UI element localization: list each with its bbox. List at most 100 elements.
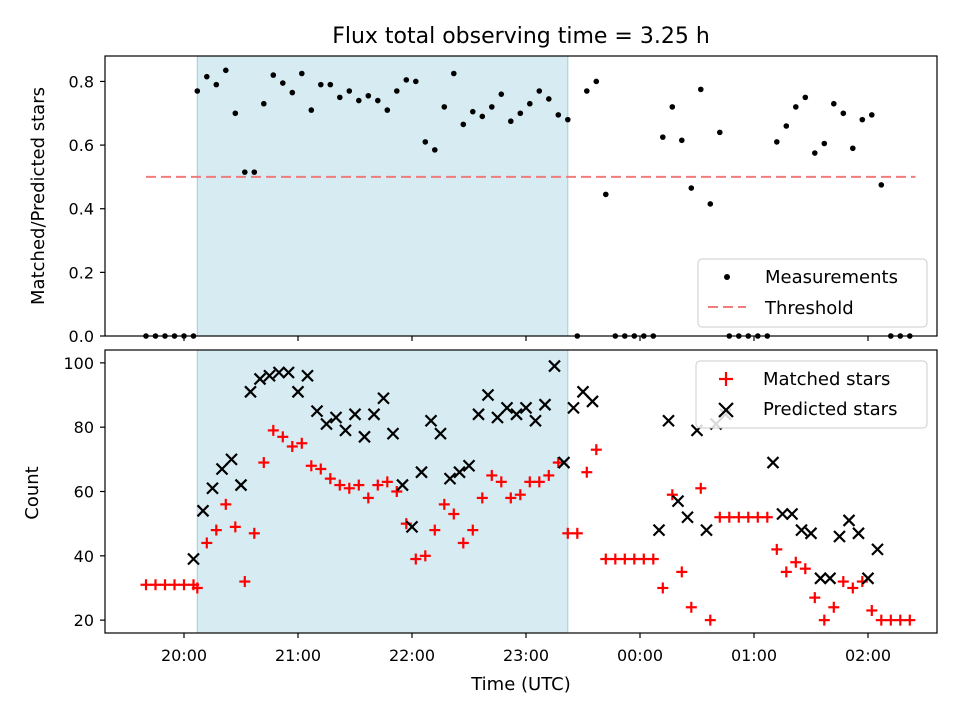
measurement-point bbox=[337, 94, 343, 101]
chart-title: Flux total observing time = 3.25 h bbox=[332, 24, 710, 49]
predicted-star-point bbox=[833, 530, 846, 543]
matched-star-point bbox=[315, 463, 327, 475]
matched-star-point bbox=[628, 553, 640, 565]
matched-star-point bbox=[619, 553, 631, 565]
predicted-star-point bbox=[377, 391, 390, 405]
measurement-point bbox=[365, 92, 372, 99]
measurement-point bbox=[593, 78, 600, 85]
matched-star-point bbox=[704, 614, 716, 626]
matched-star-point bbox=[552, 457, 564, 469]
predicted-star-point bbox=[538, 398, 552, 411]
predicted-star-point bbox=[519, 401, 533, 415]
matched-star-point bbox=[676, 566, 688, 578]
predicted-star-point bbox=[785, 507, 799, 521]
predicted-star-point bbox=[652, 523, 666, 537]
count-y-tick-label: 60 bbox=[74, 483, 94, 502]
measurement-point bbox=[403, 77, 410, 83]
legend-predicted-label: Predicted stars bbox=[763, 399, 897, 420]
matched-star-point bbox=[159, 579, 171, 591]
count-y-tick-label: 80 bbox=[74, 418, 94, 437]
measurement-point bbox=[451, 70, 457, 77]
count-x-tick-label: 02:00 bbox=[845, 646, 891, 665]
ratio-y-tick-label: 0.0 bbox=[69, 327, 94, 346]
predicted-star-point bbox=[852, 527, 865, 540]
matched-star-point bbox=[562, 527, 574, 539]
predicted-star-point bbox=[766, 456, 780, 469]
matched-star-point bbox=[429, 524, 441, 536]
count-x-tick-label: 21:00 bbox=[275, 646, 321, 665]
count-legend: Matched stars Predicted stars bbox=[695, 360, 928, 429]
matched-star-point bbox=[666, 489, 678, 501]
matched-star-point bbox=[324, 473, 336, 485]
predicted-star-point bbox=[396, 478, 409, 492]
legend-matched-label: Matched stars bbox=[763, 369, 890, 390]
measurement-point bbox=[660, 134, 666, 140]
measurement-point bbox=[441, 104, 448, 110]
measurement-point bbox=[802, 94, 809, 101]
measurement-point bbox=[251, 169, 258, 175]
matched-star-point bbox=[495, 476, 507, 488]
predicted-star-point bbox=[776, 507, 789, 521]
legend-threshold-label: Threshold bbox=[764, 298, 854, 319]
count-y-axis: 20 40 60 80 100 bbox=[63, 354, 105, 630]
measurement-point bbox=[422, 139, 429, 145]
measurement-point bbox=[232, 110, 239, 117]
measurement-point bbox=[318, 81, 324, 88]
predicted-star-point bbox=[206, 482, 219, 495]
predicted-star-point bbox=[662, 414, 675, 428]
predicted-star-point bbox=[310, 404, 324, 418]
matched-star-point bbox=[169, 579, 180, 591]
count-y-label: Count bbox=[22, 466, 43, 519]
measurement-point bbox=[308, 107, 315, 113]
measurement-point bbox=[261, 100, 267, 107]
ratio-plot-frame bbox=[104, 55, 938, 337]
predicted-star-point bbox=[329, 411, 343, 424]
ratio-y-tick-label: 0.6 bbox=[69, 136, 94, 155]
ratio-y-axis: 0.0 0.2 0.4 0.6 0.8 bbox=[69, 72, 105, 346]
legend-measurements-marker bbox=[724, 274, 730, 280]
measurement-point bbox=[821, 140, 828, 147]
predicted-star-point bbox=[339, 424, 352, 437]
count-x-tick-label: 01:00 bbox=[731, 646, 777, 665]
predicted-star-point bbox=[405, 520, 419, 534]
measurement-point bbox=[489, 104, 495, 110]
predicted-star-point bbox=[871, 543, 884, 556]
matched-star-point bbox=[476, 492, 488, 504]
measurement-point bbox=[299, 70, 305, 77]
measurement-point bbox=[707, 201, 714, 207]
matched-star-point bbox=[581, 466, 593, 478]
matched-star-point bbox=[140, 579, 152, 591]
predicted-star-point bbox=[453, 465, 466, 479]
count-y-tick-label: 20 bbox=[74, 611, 94, 630]
matched-star-point bbox=[714, 511, 726, 523]
matched-star-point bbox=[742, 511, 754, 523]
predicted-star-point bbox=[567, 401, 580, 415]
predicted-star-point bbox=[500, 401, 514, 415]
matched-star-point bbox=[609, 553, 621, 565]
measurement-point bbox=[688, 185, 695, 191]
matched-star-point bbox=[277, 431, 289, 443]
matched-star-point bbox=[305, 460, 317, 472]
predicted-star-point bbox=[358, 430, 371, 444]
predicted-star-point bbox=[215, 462, 229, 476]
matched-star-point bbox=[286, 440, 298, 452]
matched-star-point bbox=[248, 527, 260, 539]
ratio-panel: 0.00.20.40.60.8 Matched/Predicted stars … bbox=[28, 55, 938, 346]
predicted-star-point bbox=[253, 372, 267, 386]
matched-star-point bbox=[150, 579, 161, 591]
predicted-star-point bbox=[557, 456, 571, 469]
measurement-point bbox=[194, 88, 201, 94]
measurement-point bbox=[584, 88, 590, 94]
matched-star-point bbox=[296, 437, 308, 449]
predicted-star-point bbox=[415, 465, 428, 479]
predicted-star-point bbox=[804, 527, 818, 540]
predicted-star-point bbox=[795, 523, 808, 537]
matched-star-point bbox=[771, 543, 783, 555]
predicted-star-point bbox=[823, 572, 837, 585]
measurement-point bbox=[555, 112, 562, 118]
predicted-star-point bbox=[244, 385, 257, 399]
measurement-point bbox=[812, 150, 818, 156]
measurement-point bbox=[432, 147, 438, 153]
count-legend-box bbox=[695, 360, 928, 429]
